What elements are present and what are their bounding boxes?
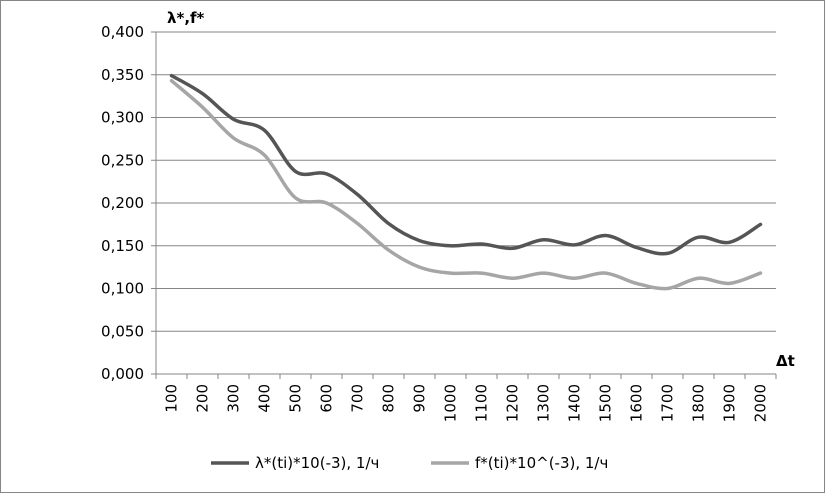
y-tick-label: 0,400 <box>101 23 144 41</box>
y-tick-label: 0,050 <box>101 322 144 340</box>
legend-label-series-1: λ*(ti)*10(-3), 1/ч <box>255 454 379 472</box>
x-tick-label: 1000 <box>442 384 460 422</box>
series-line-2 <box>169 78 763 291</box>
y-tick-label: 0,300 <box>101 109 144 127</box>
x-tick-label: 1500 <box>597 384 615 422</box>
y-tick-label: 0,100 <box>101 280 144 298</box>
x-tick-label: 1800 <box>690 384 708 422</box>
series-lines <box>169 73 763 291</box>
series-line-1 <box>169 73 763 256</box>
x-tick-label: 400 <box>256 384 274 413</box>
y-tick-label: 0,200 <box>101 194 144 212</box>
x-tick-label: 1400 <box>566 384 584 422</box>
x-axis-label: Δt <box>776 352 795 370</box>
x-tick-label: 300 <box>225 384 243 413</box>
y-axis-label: λ*,f* <box>167 9 205 27</box>
x-tick-label: 1100 <box>473 384 491 422</box>
x-tick-label: 1300 <box>535 384 553 422</box>
x-tick-label: 500 <box>287 384 305 413</box>
x-tick-label: 900 <box>411 384 429 413</box>
y-tick-label: 0,150 <box>101 237 144 255</box>
x-tick-labels: 100 200 300 400 500 600 700 800 900 1000 1100 1200 1… <box>163 384 770 422</box>
legend: λ*(ti)*10(-3), 1/ч f*(ti)*10^(-3), 1/ч <box>211 454 608 472</box>
x-tick-label: 1700 <box>659 384 677 422</box>
y-tick-label: 0,350 <box>101 66 144 84</box>
x-tick-label: 800 <box>380 384 398 413</box>
legend-label-series-2: f*(ti)*10^(-3), 1/ч <box>475 454 608 472</box>
x-tick-label: 200 <box>194 384 212 413</box>
gridlines <box>151 31 776 375</box>
x-tick-label: 1200 <box>504 384 522 422</box>
x-tick-label: 2000 <box>752 384 770 422</box>
x-tick-label: 100 <box>163 384 181 413</box>
x-tick-label: 700 <box>349 384 367 413</box>
x-tick-label: 600 <box>318 384 336 413</box>
y-tick-label: 0,250 <box>101 151 144 169</box>
y-tick-label: 0,000 <box>101 365 144 383</box>
x-tick-label: 1900 <box>721 384 739 422</box>
y-tick-labels: 0,000 0,050 0,100 0,150 0,200 0,250 0,300 0,350… <box>101 23 144 383</box>
x-tick-label: 1600 <box>628 384 646 422</box>
axes <box>155 32 777 379</box>
